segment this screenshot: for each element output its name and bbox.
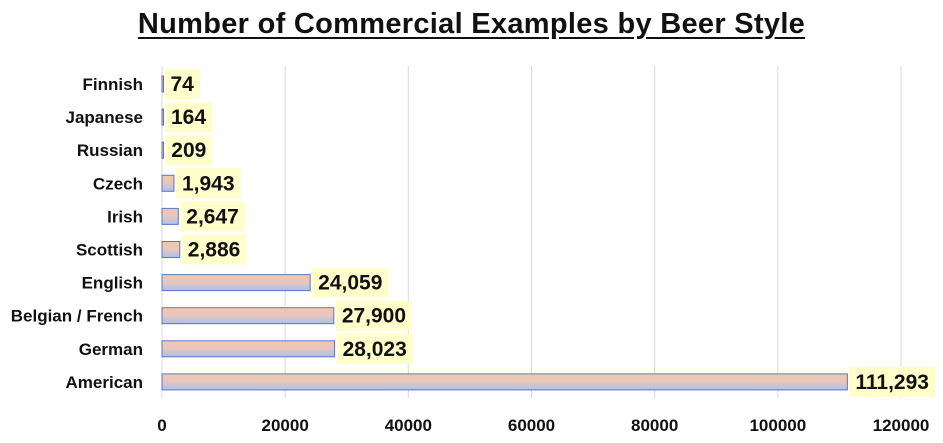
category-label-irish: Irish bbox=[107, 207, 143, 226]
bar-czech bbox=[161, 174, 175, 192]
data-labels: 74 164 209 1,943 2,647 2,886 24,059 27,900 28,02… bbox=[164, 69, 935, 397]
category-label-belgian-french: Belgian / French bbox=[11, 307, 143, 326]
x-tick-label: 20000 bbox=[262, 416, 309, 435]
data-label-czech: 1,943 bbox=[182, 172, 235, 195]
bar-german bbox=[161, 340, 336, 358]
data-label-german: 28,023 bbox=[343, 338, 407, 361]
data-label-background bbox=[165, 102, 213, 133]
bar-finnish bbox=[161, 75, 164, 93]
x-tick-label: 0 bbox=[157, 416, 166, 435]
data-label-background bbox=[312, 267, 389, 298]
x-tick-label: 100000 bbox=[749, 416, 806, 435]
x-tick-label: 60000 bbox=[508, 416, 555, 435]
data-label-background bbox=[164, 69, 201, 99]
bar-russian bbox=[161, 141, 164, 159]
bar-english bbox=[161, 274, 311, 292]
category-label-russian: Russian bbox=[77, 141, 143, 160]
data-label-japanese: 164 bbox=[171, 106, 206, 129]
data-label-irish: 2,647 bbox=[186, 205, 239, 228]
bar-japanese bbox=[161, 108, 164, 126]
data-label-english: 24,059 bbox=[318, 272, 382, 295]
category-label-japanese: Japanese bbox=[66, 108, 144, 127]
category-label-finnish: Finnish bbox=[83, 75, 143, 94]
data-label-belgian-french: 27,900 bbox=[342, 305, 406, 328]
category-labels: Finnish Japanese Russian Czech Irish Scottish… bbox=[11, 75, 143, 392]
category-label-english: English bbox=[82, 274, 143, 293]
category-label-german: German bbox=[79, 340, 143, 359]
x-axis-tick-labels: 0 20000 40000 60000 80000 100000 120000 bbox=[157, 416, 929, 435]
data-label-background bbox=[181, 234, 247, 265]
bar-belgian-french bbox=[161, 307, 335, 325]
x-tick-label: 120000 bbox=[873, 416, 930, 435]
data-label-scottish: 2,886 bbox=[188, 239, 241, 262]
data-label-background bbox=[165, 135, 213, 166]
data-label-background bbox=[336, 333, 413, 364]
bar-scottish bbox=[161, 241, 181, 258]
category-label-czech: Czech bbox=[93, 174, 143, 193]
data-label-background bbox=[180, 201, 245, 232]
data-label-russian: 209 bbox=[171, 139, 206, 162]
data-label-background bbox=[175, 168, 241, 199]
category-label-scottish: Scottish bbox=[76, 241, 143, 260]
x-tick-label: 80000 bbox=[631, 416, 678, 435]
data-label-background bbox=[335, 300, 413, 331]
category-label-american: American bbox=[66, 373, 143, 392]
data-label-finnish: 74 bbox=[170, 73, 194, 96]
data-label-american: 111,293 bbox=[855, 371, 929, 394]
data-label-background bbox=[849, 366, 935, 397]
bar-irish bbox=[161, 207, 179, 225]
chart-title: Number of Commercial Examples by Beer St… bbox=[137, 8, 806, 40]
bar-american bbox=[161, 373, 848, 391]
bars bbox=[161, 75, 848, 391]
x-tick-label: 40000 bbox=[385, 416, 432, 435]
